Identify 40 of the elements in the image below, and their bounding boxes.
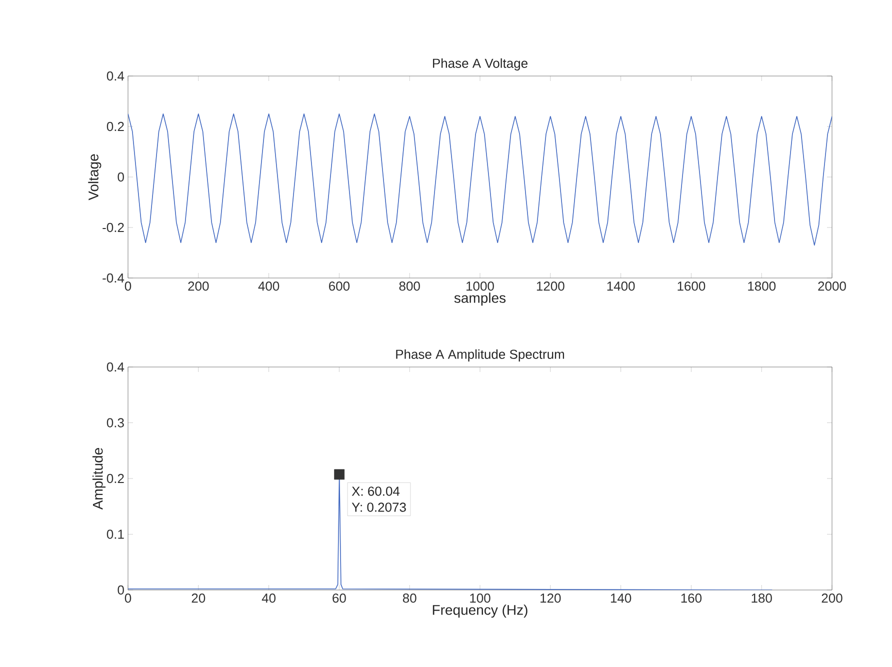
y-tick-label: 0.1: [106, 530, 124, 539]
chart-title: Phase A Amplitude Spectrum: [396, 349, 564, 362]
y-tick-label: -0.4: [102, 273, 124, 283]
x-tick-label: 600: [329, 282, 350, 291]
x-tick-label: 160: [681, 594, 702, 603]
x-tick-label: 40: [262, 594, 276, 603]
x-tick-label: 60: [332, 594, 346, 603]
annotation: X: 60.04: [352, 486, 400, 496]
x-tick-label: 200: [188, 282, 209, 291]
x-tick-label: 1800: [748, 282, 776, 291]
x-axis-title: Frequency (Hz): [432, 604, 528, 618]
x-tick-label: 180: [752, 594, 772, 603]
x-tick-label: 800: [399, 282, 420, 291]
x-tick-label: 2000: [818, 282, 846, 291]
y-tick-label: 0.3: [106, 418, 124, 428]
x-tick-label: 100: [470, 594, 490, 603]
x-tick-label: 1400: [607, 282, 635, 291]
x-tick-label: 400: [258, 282, 280, 291]
x-tick-label: 1200: [536, 282, 564, 291]
y-tick-label: 0: [118, 585, 124, 595]
x-tick-label: 0: [124, 282, 132, 291]
x-tick-label: 140: [610, 594, 632, 603]
y-tick-label: 0.4: [106, 71, 124, 81]
x-tick-label: 20: [192, 594, 206, 603]
y-tick-label: 0: [118, 172, 124, 182]
x-axis-title: samples: [454, 292, 506, 306]
x-tick-label: 120: [540, 594, 561, 603]
x-tick-label: 0: [124, 594, 132, 603]
y-tick-label: -0.2: [102, 222, 124, 232]
y-tick-label: 0.2: [106, 474, 124, 484]
y-tick-label: 0.2: [106, 122, 124, 132]
chart-title: Phase A Voltage: [433, 58, 528, 70]
y-tick-label: 0.4: [106, 362, 124, 372]
y-axis-title: Voltage: [88, 154, 102, 200]
x-tick-label: 1600: [678, 282, 706, 291]
x-tick-label: 1000: [466, 282, 494, 291]
x-tick-label: 80: [402, 594, 416, 603]
y-axis-title: Amplitude: [92, 448, 106, 510]
annotation: Y: 0.2073: [352, 502, 406, 512]
x-tick-label: 200: [822, 594, 842, 603]
